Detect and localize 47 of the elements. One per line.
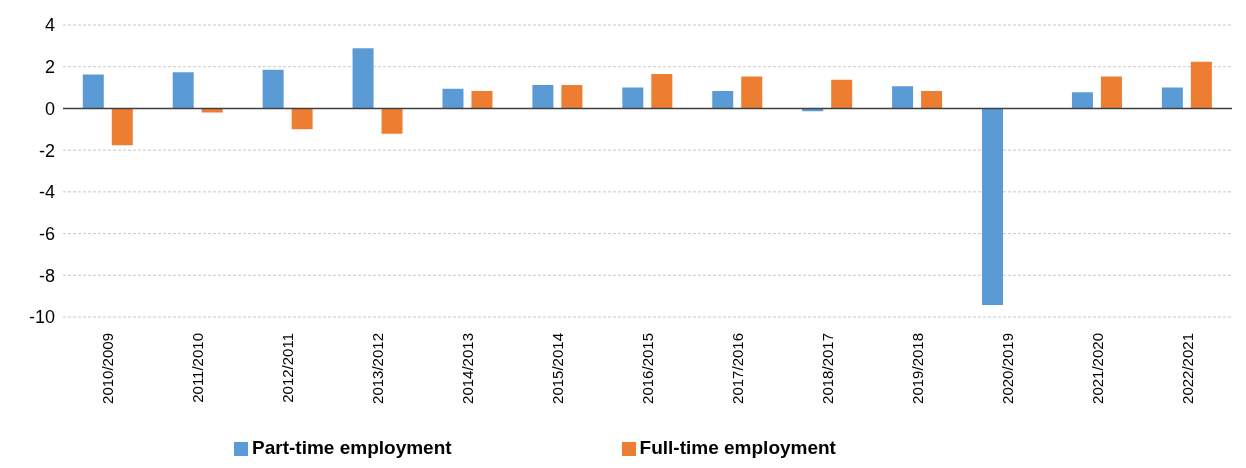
y-tick-label: 2	[44, 57, 55, 78]
bar	[442, 88, 464, 109]
x-tick-label: 2014/2013	[459, 333, 477, 404]
y-tick-label: -2	[38, 140, 55, 161]
bar	[921, 90, 943, 109]
bar	[622, 87, 644, 109]
x-tick-label: 2016/2015	[639, 333, 656, 404]
x-tick-label: 2020/2019	[998, 333, 1016, 404]
bar	[982, 108, 1004, 305]
x-tick-label: 2021/2020	[1088, 333, 1106, 404]
bar	[291, 108, 313, 130]
y-tick-label: -10	[28, 307, 55, 328]
bar	[892, 86, 914, 109]
bar	[1100, 76, 1122, 109]
x-tick-label: 2013/2012	[369, 333, 387, 404]
bar	[262, 69, 284, 109]
y-tick-label: 0	[44, 98, 55, 119]
x-tick-label: 2019/2018	[908, 333, 926, 404]
x-tick-label: 2010/2009	[99, 333, 117, 404]
bar	[172, 72, 194, 109]
x-tick-label: 2017/2016	[728, 333, 746, 404]
bar	[1161, 87, 1183, 109]
bar	[712, 90, 734, 109]
bar	[532, 85, 554, 109]
legend-label: Part-time employment	[252, 437, 452, 458]
y-tick-label: -8	[38, 265, 55, 286]
x-tick-label: 2015/2014	[549, 333, 567, 404]
bar	[352, 48, 374, 109]
y-tick-label: -4	[38, 182, 55, 203]
x-tick-label: 2018/2017	[818, 333, 836, 404]
legend-label: Full-time employment	[639, 437, 836, 458]
y-tick-label: -6	[38, 223, 55, 244]
bar	[1071, 92, 1093, 109]
bar	[381, 108, 403, 134]
bar	[741, 76, 763, 109]
x-tick-label: 2022/2021	[1178, 333, 1196, 404]
bar	[1190, 61, 1212, 109]
bar	[651, 74, 673, 109]
bar	[201, 108, 223, 113]
y-tick-label: 4	[44, 15, 55, 36]
bar	[561, 85, 583, 109]
x-tick-label: 2012/2011	[279, 333, 297, 403]
bar	[82, 74, 104, 109]
bar	[471, 90, 493, 109]
bar	[831, 79, 853, 109]
bar	[111, 108, 133, 146]
x-tick-label: 2011/2010	[189, 333, 207, 403]
